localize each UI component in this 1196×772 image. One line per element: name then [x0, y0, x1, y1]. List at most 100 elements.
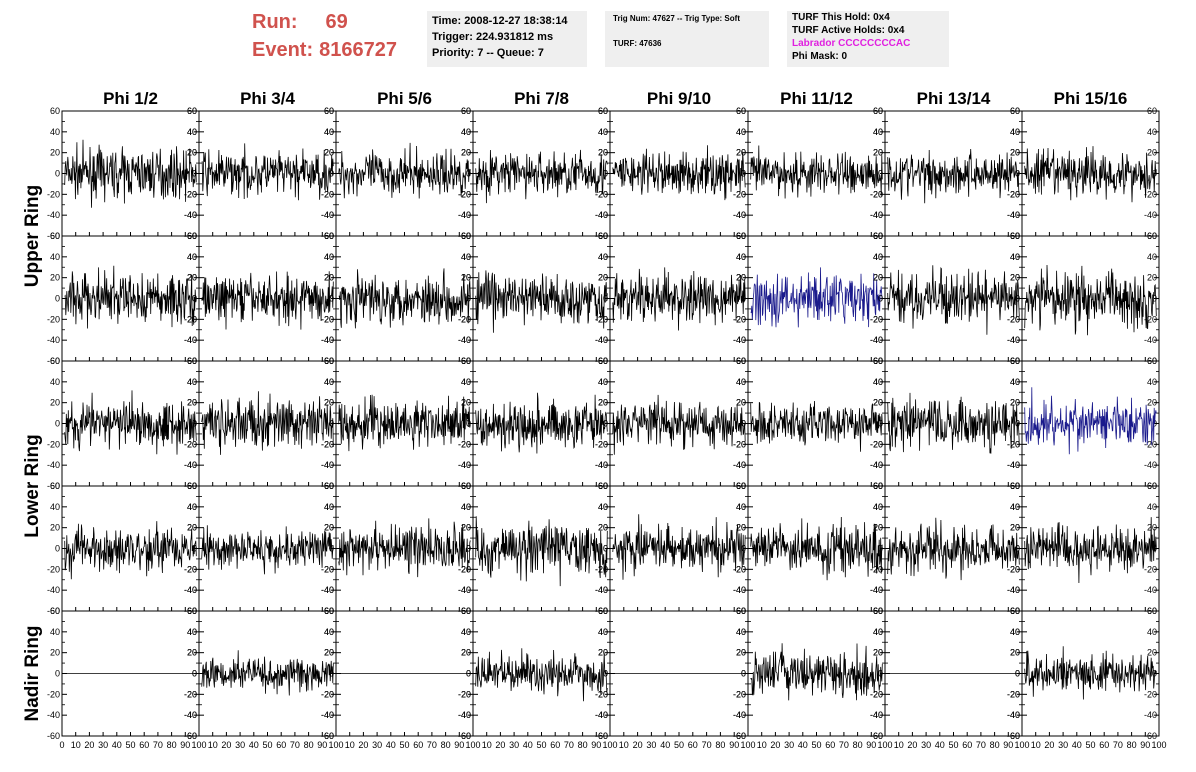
- y-tick-label: 60: [187, 356, 197, 366]
- y-tick-label: -20: [321, 189, 334, 199]
- y-tick-label-right: 40: [598, 377, 608, 387]
- y-tick-label: 60: [324, 231, 334, 241]
- y-tick-label: -60: [1007, 731, 1020, 741]
- y-tick-label: 20: [324, 523, 334, 533]
- highlighted-waveform: [750, 267, 883, 328]
- y-tick-label-right: 60: [324, 481, 334, 491]
- y-tick-label-right: -20: [1007, 314, 1020, 324]
- x-tick-label: 20: [633, 740, 643, 750]
- y-tick-label-right: 20: [736, 648, 746, 658]
- waveform-trace: [201, 271, 334, 330]
- y-tick-label-right: -40: [1144, 460, 1157, 470]
- y-tick-label-right: -20: [870, 314, 883, 324]
- y-tick-label-right: 60: [324, 606, 334, 616]
- y-tick-label: 40: [873, 627, 883, 637]
- y-tick-label-right: 60: [598, 606, 608, 616]
- y-tick-label-right: -20: [595, 189, 608, 199]
- x-tick-label: 70: [564, 740, 574, 750]
- y-tick-label: -40: [184, 585, 197, 595]
- y-tick-label-right: -40: [1007, 335, 1020, 345]
- y-tick-label: 60: [873, 606, 883, 616]
- y-tick-label: 20: [598, 273, 608, 283]
- y-tick-label-right: 60: [598, 481, 608, 491]
- y-tick-label: -40: [47, 210, 60, 220]
- y-tick-label: 60: [461, 231, 471, 241]
- y-tick-label: 20: [187, 523, 197, 533]
- y-tick-label-right: -40: [184, 585, 197, 595]
- y-tick-label: -40: [733, 710, 746, 720]
- y-tick-label: 0: [603, 419, 608, 429]
- y-tick-label: 0: [466, 544, 471, 554]
- x-tick-label: 90: [729, 740, 739, 750]
- run-value: 69: [325, 11, 348, 33]
- y-tick-label: 20: [50, 648, 60, 658]
- y-tick-label: -20: [47, 439, 60, 449]
- y-tick-label-right: -20: [184, 314, 197, 324]
- y-tick-label: 60: [1010, 606, 1020, 616]
- y-tick-label: -60: [47, 606, 60, 616]
- y-tick-label-right: 20: [598, 148, 608, 158]
- y-tick-label: 60: [873, 356, 883, 366]
- y-tick-label: -40: [733, 335, 746, 345]
- x-tick-label: 90: [317, 740, 327, 750]
- labrador-text: Labrador CCCCCCCCAC: [792, 38, 911, 49]
- y-tick-label: 0: [741, 419, 746, 429]
- y-tick-label: 20: [873, 273, 883, 283]
- y-tick-label: 40: [1010, 252, 1020, 262]
- y-tick-label: -20: [733, 314, 746, 324]
- y-tick-label: 20: [461, 398, 471, 408]
- x-tick-label: 60: [1099, 740, 1109, 750]
- y-tick-label: 60: [187, 231, 197, 241]
- y-tick-label-right: -60: [184, 731, 197, 741]
- y-tick-label: -20: [184, 564, 197, 574]
- y-tick-label: -20: [458, 564, 471, 574]
- y-tick-label: -20: [733, 689, 746, 699]
- x-tick-label: 30: [784, 740, 794, 750]
- y-tick-label-right: -20: [321, 564, 334, 574]
- y-tick-label-right: 20: [736, 398, 746, 408]
- x-tick-label: 50: [399, 740, 409, 750]
- y-tick-label: 60: [1010, 356, 1020, 366]
- y-tick-label-right: 0: [192, 169, 197, 179]
- y-tick-label-right: 0: [878, 294, 883, 304]
- waveform-trace: [1024, 146, 1157, 203]
- highlighted-waveform: [1024, 387, 1157, 455]
- y-tick-label-right: -20: [733, 314, 746, 324]
- x-tick-label: 100: [1151, 740, 1166, 750]
- y-tick-label-right: -40: [1144, 585, 1157, 595]
- waveform-trace: [1024, 517, 1157, 584]
- y-tick-label-right: 0: [878, 169, 883, 179]
- waveform-trace: [338, 394, 471, 452]
- y-tick-label-right: 40: [873, 252, 883, 262]
- y-tick-label-right: -60: [870, 731, 883, 741]
- y-tick-label-right: -20: [1007, 564, 1020, 574]
- x-tick-label: 10: [345, 740, 355, 750]
- y-tick-label: 40: [461, 627, 471, 637]
- y-tick-label: -40: [184, 710, 197, 720]
- y-tick-label-right: 40: [187, 502, 197, 512]
- y-tick-label-right: -20: [1144, 689, 1157, 699]
- x-tick-label: 0: [59, 740, 64, 750]
- y-tick-label-right: -40: [1007, 585, 1020, 595]
- y-tick-label: 60: [461, 106, 471, 116]
- x-tick-label: 80: [167, 740, 177, 750]
- y-tick-label: -40: [1007, 335, 1020, 345]
- y-tick-label: 60: [598, 481, 608, 491]
- y-tick-label: -60: [47, 231, 60, 241]
- y-tick-label: -40: [733, 585, 746, 595]
- y-tick-label-right: -60: [733, 731, 746, 741]
- y-tick-label: -20: [870, 564, 883, 574]
- y-tick-label-right: 0: [466, 544, 471, 554]
- y-tick-label: 20: [187, 398, 197, 408]
- y-tick-label-right: 20: [873, 523, 883, 533]
- x-tick-label: 50: [674, 740, 684, 750]
- y-tick-label-right: -20: [1144, 314, 1157, 324]
- y-tick-label: 60: [598, 606, 608, 616]
- y-tick-label: -40: [870, 710, 883, 720]
- y-tick-label-right: 0: [329, 419, 334, 429]
- y-tick-label: 60: [736, 106, 746, 116]
- waveform-trace: [750, 400, 883, 452]
- y-tick-label: 0: [603, 544, 608, 554]
- waveform-trace: [612, 145, 746, 201]
- y-tick-label: 60: [50, 231, 60, 241]
